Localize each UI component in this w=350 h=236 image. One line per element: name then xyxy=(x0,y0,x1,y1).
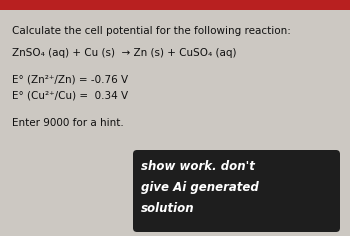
FancyBboxPatch shape xyxy=(133,150,340,232)
Text: Enter 9000 for a hint.: Enter 9000 for a hint. xyxy=(12,118,124,128)
FancyBboxPatch shape xyxy=(0,0,350,10)
Text: solution: solution xyxy=(141,202,195,215)
Text: give Ai generated: give Ai generated xyxy=(141,181,259,194)
Text: show work. don't: show work. don't xyxy=(141,160,255,173)
Text: Calculate the cell potential for the following reaction:: Calculate the cell potential for the fol… xyxy=(12,26,291,36)
Text: E° (Zn²⁺/Zn) = -0.76 V: E° (Zn²⁺/Zn) = -0.76 V xyxy=(12,75,128,85)
Text: E° (Cu²⁺/Cu) =  0.34 V: E° (Cu²⁺/Cu) = 0.34 V xyxy=(12,90,128,100)
Text: ZnSO₄ (aq) + Cu (s)  → Zn (s) + CuSO₄ (aq): ZnSO₄ (aq) + Cu (s) → Zn (s) + CuSO₄ (aq… xyxy=(12,48,237,58)
